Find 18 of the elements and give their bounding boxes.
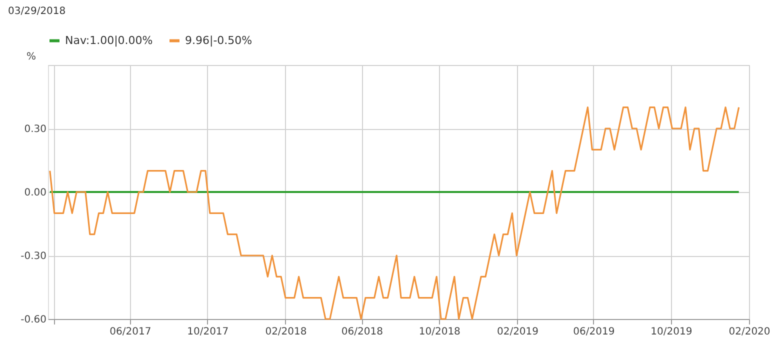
y-tick-label: -0.60 [20, 314, 46, 326]
y-tick-label: 0.30 [24, 124, 46, 135]
y-tick-label: 0.00 [24, 188, 46, 198]
x-tick-label: 10/2019 [650, 326, 692, 338]
x-tick-label: 06/2018 [341, 326, 383, 338]
x-tick-label: 02/2018 [265, 326, 307, 338]
text: 03/29/2018 [8, 6, 66, 17]
x-tick-label: 10/2017 [187, 326, 229, 338]
x-tick-label: 06/2019 [573, 326, 615, 338]
x-tick-label: 10/2018 [418, 326, 460, 338]
line-series [49, 106, 740, 320]
x-tick-label: 02/2019 [496, 326, 539, 338]
legend-label: Nav:1.00|0.00% [65, 34, 153, 47]
x-tick-label: 06/2017 [110, 326, 152, 338]
y-axis-title: % [26, 52, 36, 62]
y-tick-label: -0.30 [20, 251, 46, 262]
legend-label: 9.96|-0.50% [185, 34, 252, 47]
x-tick-label: 02/2020 [728, 326, 770, 338]
